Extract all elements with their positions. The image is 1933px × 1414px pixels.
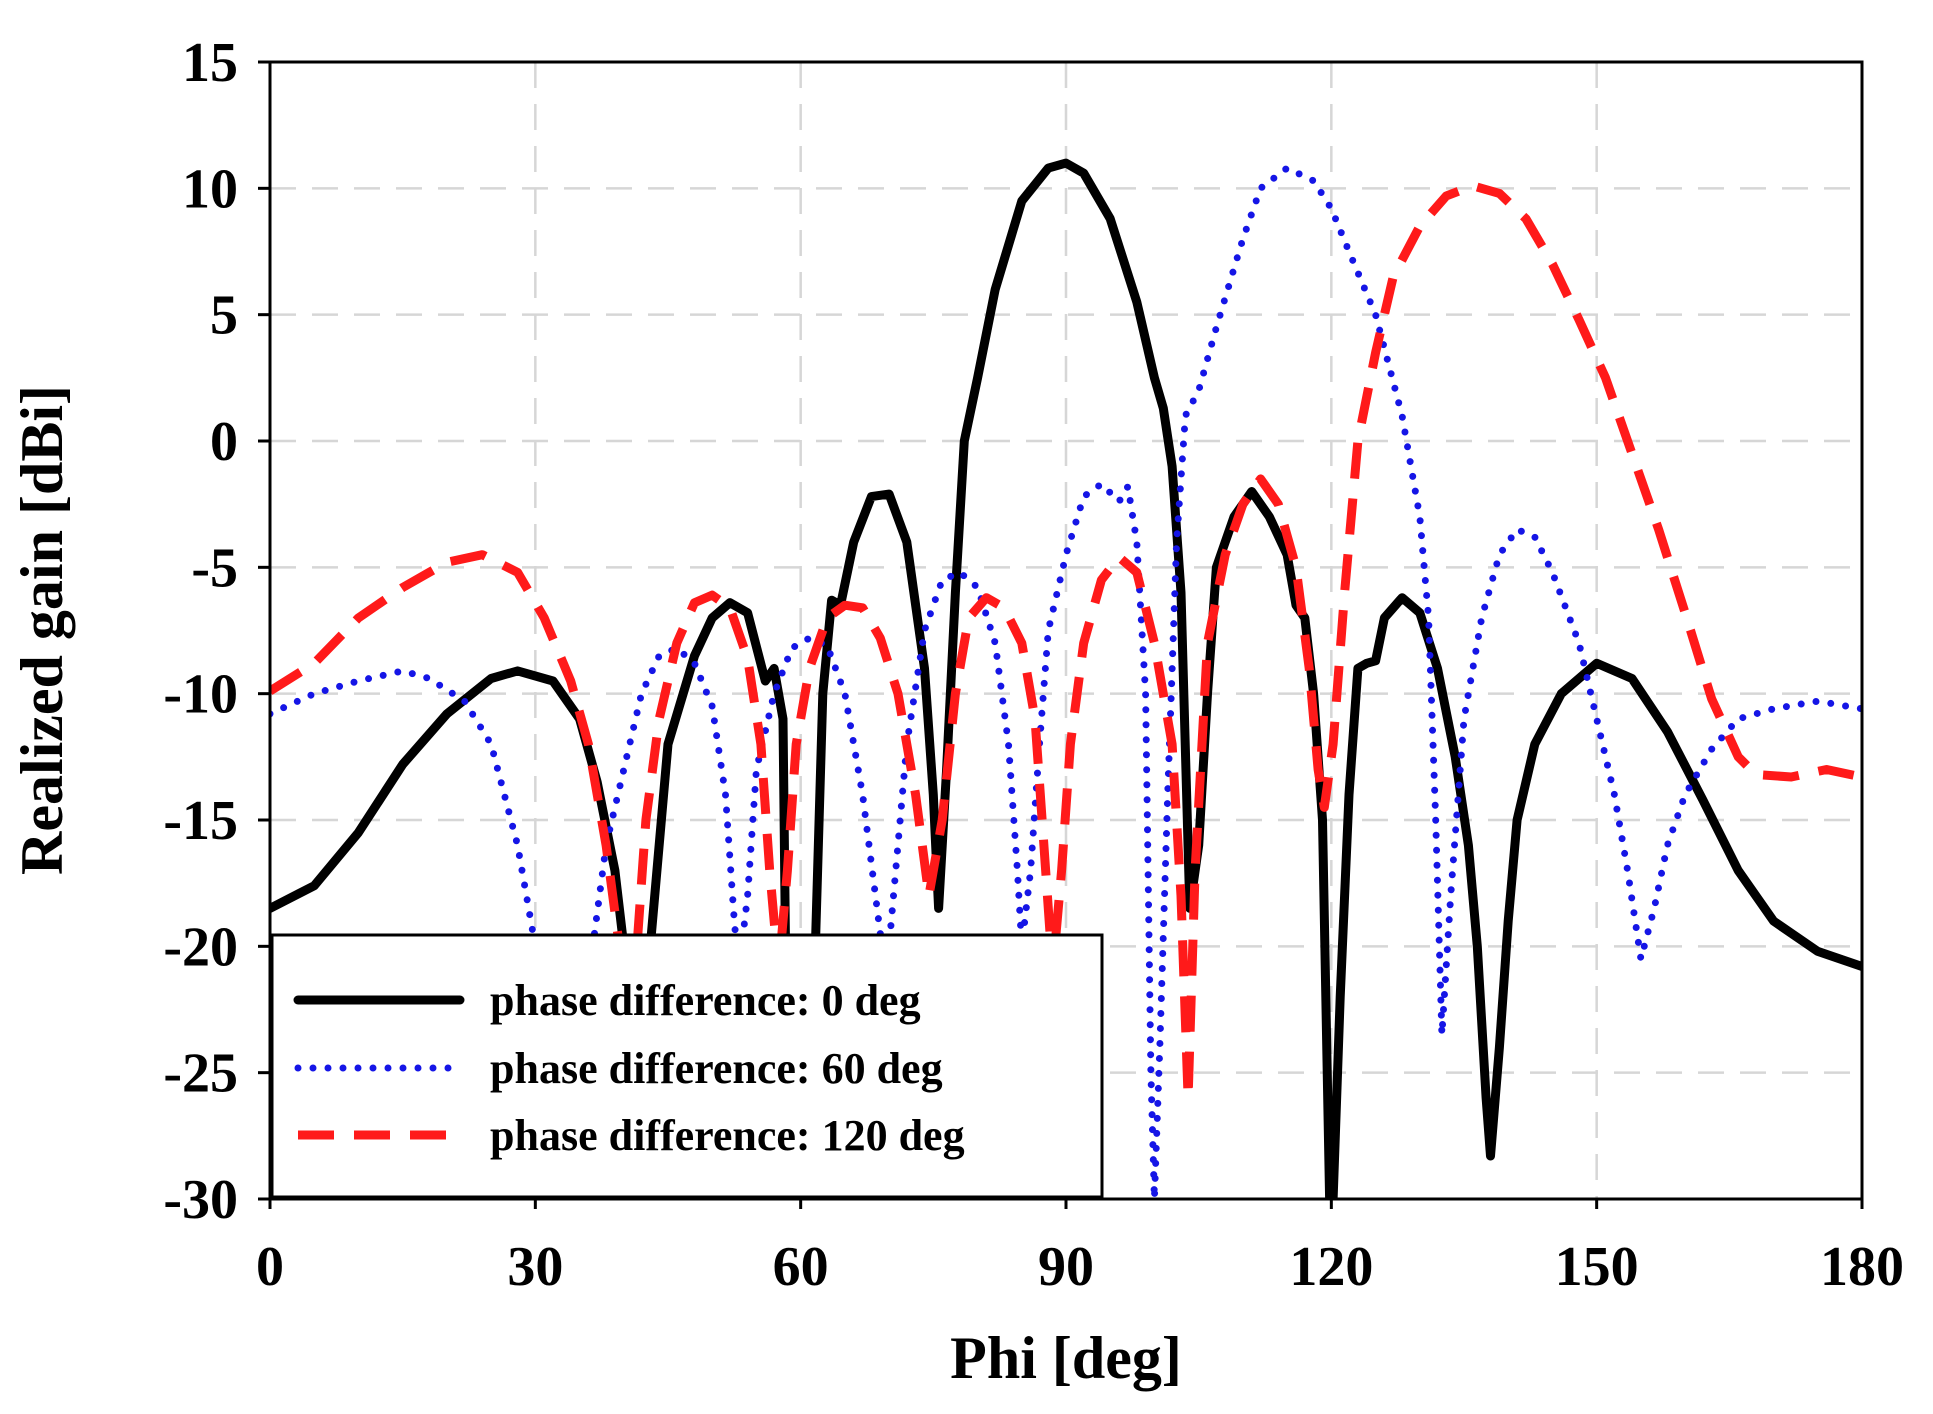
ticks xyxy=(258,60,1864,1209)
x-tick-labels: 0 30 60 90 120 150 180 xyxy=(256,1236,1904,1298)
x-tick-label: 0 xyxy=(256,1236,284,1298)
x-tick-label: 180 xyxy=(1820,1236,1904,1298)
y-tick-label: 15 xyxy=(182,32,238,94)
x-tick-label: 90 xyxy=(1038,1236,1094,1298)
y-tick-label: 10 xyxy=(182,158,238,220)
x-tick-label: 120 xyxy=(1289,1236,1373,1298)
x-tick-label: 30 xyxy=(507,1236,563,1298)
x-axis-title: Phi [deg] xyxy=(950,1325,1182,1391)
y-tick-label: 0 xyxy=(210,411,238,473)
x-tick-label: 60 xyxy=(773,1236,829,1298)
series-line-0 xyxy=(270,158,1862,1199)
y-tick-labels: 15 10 5 0 -5 -10 -15 -20 -25 -30 xyxy=(163,32,238,1231)
y-tick-label: -10 xyxy=(163,664,238,726)
legend-box xyxy=(270,933,1104,1199)
legend: phase difference: 0 deg phase difference… xyxy=(270,933,1104,1199)
y-tick-label: -5 xyxy=(191,537,238,599)
y-tick-label: -20 xyxy=(163,916,238,978)
x-tick-label: 150 xyxy=(1555,1236,1639,1298)
legend-label-120deg: phase difference: 120 deg xyxy=(490,1111,965,1160)
y-tick-label: -25 xyxy=(163,1043,238,1105)
y-tick-label: -30 xyxy=(163,1169,238,1231)
y-tick-label: -15 xyxy=(163,790,238,852)
y-axis-title: Realized gain [dBi] xyxy=(9,385,75,875)
legend-label-60deg: phase difference: 60 deg xyxy=(490,1044,943,1093)
legend-label-0deg: phase difference: 0 deg xyxy=(490,976,921,1025)
y-tick-label: 5 xyxy=(210,285,238,347)
series-line-1 xyxy=(270,164,1862,1199)
